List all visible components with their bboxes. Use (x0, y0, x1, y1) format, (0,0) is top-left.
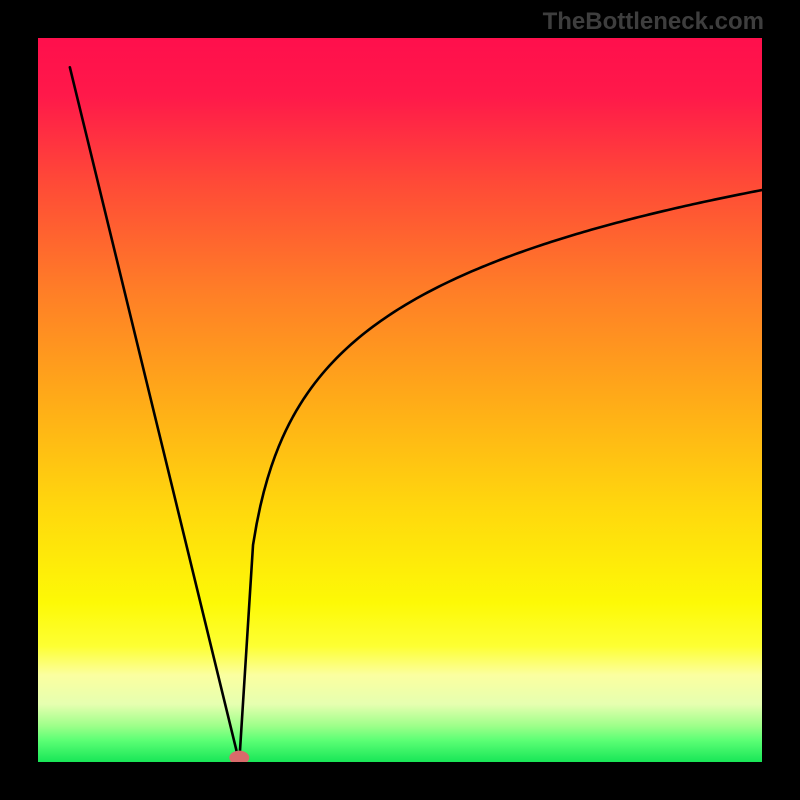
plot-area (38, 38, 762, 762)
curve-layer (38, 38, 762, 762)
vertex-marker (229, 751, 249, 762)
watermark-text: TheBottleneck.com (543, 8, 764, 36)
bottleneck-curve (70, 67, 762, 762)
